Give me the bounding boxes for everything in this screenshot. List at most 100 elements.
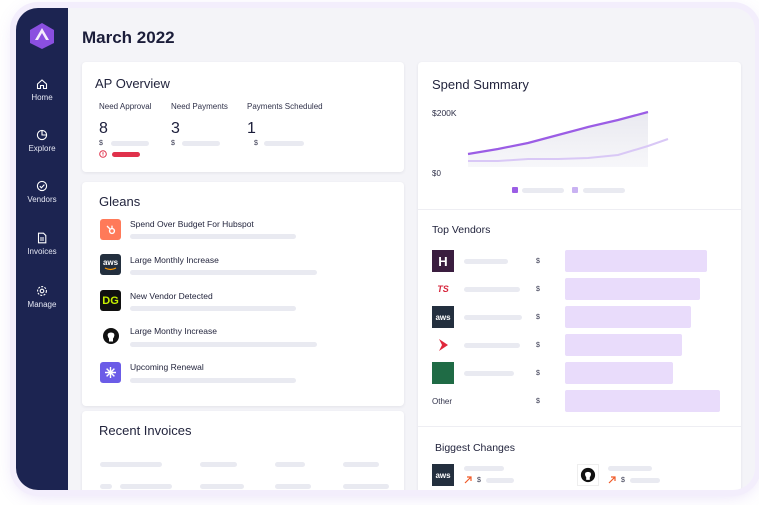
gear-icon bbox=[37, 286, 47, 296]
glean-text: Spend Over Budget For Hubspot bbox=[130, 219, 254, 229]
metric-label: Payments Scheduled bbox=[247, 102, 323, 111]
placeholder-bar bbox=[343, 484, 389, 489]
placeholder-bar bbox=[111, 141, 149, 146]
sidebar-item-label: Explore bbox=[28, 144, 56, 153]
ap-overview-card: AP Overview Need Approval 8 $ Need Payme… bbox=[82, 62, 404, 172]
placeholder-bar bbox=[130, 378, 296, 383]
legend-swatch-primary bbox=[512, 187, 518, 193]
vendor-spend-bar[interactable] bbox=[565, 390, 720, 412]
gleans-card: Gleans Spend Over Budget For Hubspot aws… bbox=[82, 182, 404, 406]
currency-symbol: $ bbox=[99, 140, 103, 147]
sidebar-item-vendors[interactable]: Vendors bbox=[16, 180, 68, 204]
trend-up-icon bbox=[464, 476, 472, 484]
spend-card: Spend Summary $200K $0 Top Vendors bbox=[418, 62, 741, 490]
sidebar-item-label: Invoices bbox=[27, 247, 57, 256]
aws-icon: aws bbox=[100, 254, 121, 275]
placeholder-bar bbox=[130, 234, 296, 239]
placeholder-bar bbox=[130, 306, 296, 311]
main-content: March 2022 AP Overview Need Approval 8 $… bbox=[68, 8, 755, 490]
vendor-spend-bar[interactable] bbox=[565, 334, 682, 356]
placeholder-bar bbox=[464, 466, 504, 471]
hamilton-logo: H bbox=[432, 250, 454, 272]
home-icon bbox=[36, 79, 48, 90]
currency-symbol: $ bbox=[536, 398, 540, 405]
legend-swatch-secondary bbox=[572, 187, 578, 193]
legend-placeholder bbox=[522, 188, 564, 193]
vendor-spend-bar[interactable] bbox=[565, 362, 673, 384]
glean-text: New Vendor Detected bbox=[130, 291, 213, 301]
spend-line-chart[interactable] bbox=[458, 102, 698, 182]
card-title: Spend Summary bbox=[432, 77, 529, 92]
currency-symbol: $ bbox=[536, 342, 540, 349]
vendors-icon bbox=[36, 180, 48, 192]
placeholder-bar bbox=[275, 484, 311, 489]
placeholder-bar bbox=[120, 484, 172, 489]
currency-symbol: $ bbox=[536, 258, 540, 265]
series-secondary-line bbox=[468, 138, 669, 162]
placeholder-bar bbox=[200, 484, 244, 489]
sidebar-item-home[interactable]: Home bbox=[16, 78, 68, 102]
glean-text: Large Monthy Increase bbox=[130, 326, 217, 336]
vendor-spend-bar[interactable] bbox=[565, 278, 700, 300]
currency-symbol: $ bbox=[536, 370, 540, 377]
divider bbox=[418, 209, 741, 210]
placeholder-bar bbox=[130, 342, 317, 347]
biggest-changes-title: Biggest Changes bbox=[435, 442, 515, 454]
page-title: March 2022 bbox=[82, 28, 175, 47]
placeholder-bar bbox=[264, 141, 304, 146]
top-vendors-title: Top Vendors bbox=[432, 224, 491, 236]
sidebar-item-label: Vendors bbox=[27, 195, 57, 204]
sidebar-item-explore[interactable]: Explore bbox=[16, 129, 68, 153]
explore-icon bbox=[36, 129, 48, 141]
aws-icon: aws bbox=[432, 464, 454, 486]
placeholder-bar bbox=[182, 141, 220, 146]
vendor-spend-bar[interactable] bbox=[565, 306, 691, 328]
placeholder-bar bbox=[464, 315, 522, 320]
renewal-icon bbox=[100, 362, 121, 383]
placeholder-bar bbox=[486, 478, 514, 483]
red-arrow-logo bbox=[432, 334, 454, 356]
metric-label: Need Approval bbox=[99, 102, 152, 111]
placeholder-bar bbox=[343, 462, 379, 467]
sidebar-item-manage[interactable]: Manage bbox=[16, 285, 68, 309]
series-primary-line bbox=[467, 110, 649, 156]
legend-placeholder bbox=[583, 188, 625, 193]
currency-symbol: $ bbox=[621, 477, 625, 484]
placeholder-bar bbox=[464, 287, 520, 292]
glean-text: Upcoming Renewal bbox=[130, 362, 204, 372]
placeholder-bar bbox=[464, 371, 514, 376]
placeholder-bar bbox=[200, 462, 237, 467]
sidebar: Home Explore Vendors Invoices Manage bbox=[16, 8, 68, 490]
recent-invoices-card: Recent Invoices bbox=[82, 411, 404, 490]
divider bbox=[418, 426, 741, 427]
sidebar-item-invoices[interactable]: Invoices bbox=[16, 232, 68, 256]
green-logo bbox=[432, 362, 454, 384]
placeholder-bar bbox=[275, 462, 305, 467]
glean-text: Large Monthly Increase bbox=[130, 255, 219, 265]
currency-symbol: $ bbox=[171, 140, 175, 147]
metric-label: Need Payments bbox=[171, 102, 228, 111]
placeholder-bar bbox=[100, 462, 162, 467]
dg-icon: DG bbox=[100, 290, 121, 311]
placeholder-bar bbox=[464, 343, 520, 348]
placeholder-bar bbox=[130, 270, 317, 275]
currency-symbol: $ bbox=[477, 477, 481, 484]
card-title: AP Overview bbox=[95, 76, 170, 91]
trend-up-icon bbox=[608, 476, 616, 484]
app-window: Home Explore Vendors Invoices Manage Mar… bbox=[16, 8, 755, 490]
github-icon bbox=[100, 325, 121, 346]
logo-icon[interactable] bbox=[28, 22, 56, 50]
vendor-spend-bar[interactable] bbox=[565, 250, 707, 272]
card-title: Gleans bbox=[99, 194, 141, 209]
card-title: Recent Invoices bbox=[99, 423, 192, 438]
placeholder-bar bbox=[630, 478, 660, 483]
metric-value: 8 bbox=[99, 120, 108, 137]
sidebar-item-label: Manage bbox=[27, 300, 57, 309]
alert-bar bbox=[112, 152, 140, 157]
github-icon bbox=[577, 464, 599, 486]
vendor-other-label: Other bbox=[432, 397, 453, 406]
aws-logo: aws bbox=[432, 306, 454, 328]
currency-symbol: $ bbox=[536, 314, 540, 321]
placeholder-bar bbox=[464, 259, 508, 264]
y-axis-bottom-label: $0 bbox=[432, 169, 441, 178]
